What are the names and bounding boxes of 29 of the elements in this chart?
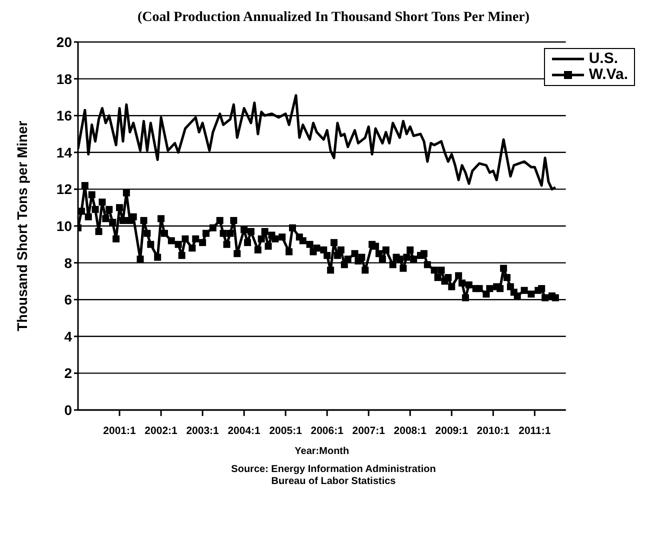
y-tick-label: 18 <box>56 70 72 87</box>
x-tick-label: 2011:1 <box>518 425 551 437</box>
x-tick-label: 2010:1 <box>476 425 510 437</box>
x-axis-title: Year:Month <box>294 446 350 457</box>
x-tick-label: 2001:1 <box>103 425 136 437</box>
source-note: Source: Energy Information Administration <box>230 464 437 476</box>
y-tick-label: 10 <box>56 218 72 234</box>
x-tick-label: 2006:1 <box>310 425 344 437</box>
y-tick-label: 2 <box>64 365 72 382</box>
chart-title: (Coal Production Annualized In Thousand Short Tons Per Miner) <box>136 9 531 27</box>
y-axis-title: Thousand Short Tons per Miner <box>14 120 30 332</box>
y-tick-label: 20 <box>56 34 72 50</box>
text: Bureau of Labor Statistics <box>270 476 397 488</box>
y-tick-label: 14 <box>56 144 72 160</box>
x-tick-label: 2003:1 <box>186 425 220 437</box>
x-tick-label: 2009:1 <box>435 425 468 437</box>
legend-label: W.Va. <box>588 66 628 83</box>
y-tick-label: 12 <box>56 181 72 198</box>
legend-label: U.S. <box>588 50 618 67</box>
y-tick-label: 16 <box>56 108 72 124</box>
y-tick-label: 4 <box>64 328 72 344</box>
x-tick-label: 2004:1 <box>228 425 261 437</box>
x-tick-label: 2008:1 <box>394 425 427 437</box>
x-tick-label: 2005:1 <box>269 425 302 437</box>
y-tick-label: 0 <box>64 402 72 418</box>
y-tick-label: 8 <box>64 254 72 271</box>
x-tick-label: 2002:1 <box>144 425 178 437</box>
y-tick-label: 6 <box>64 292 72 308</box>
x-tick-label: 2007:1 <box>352 425 386 437</box>
